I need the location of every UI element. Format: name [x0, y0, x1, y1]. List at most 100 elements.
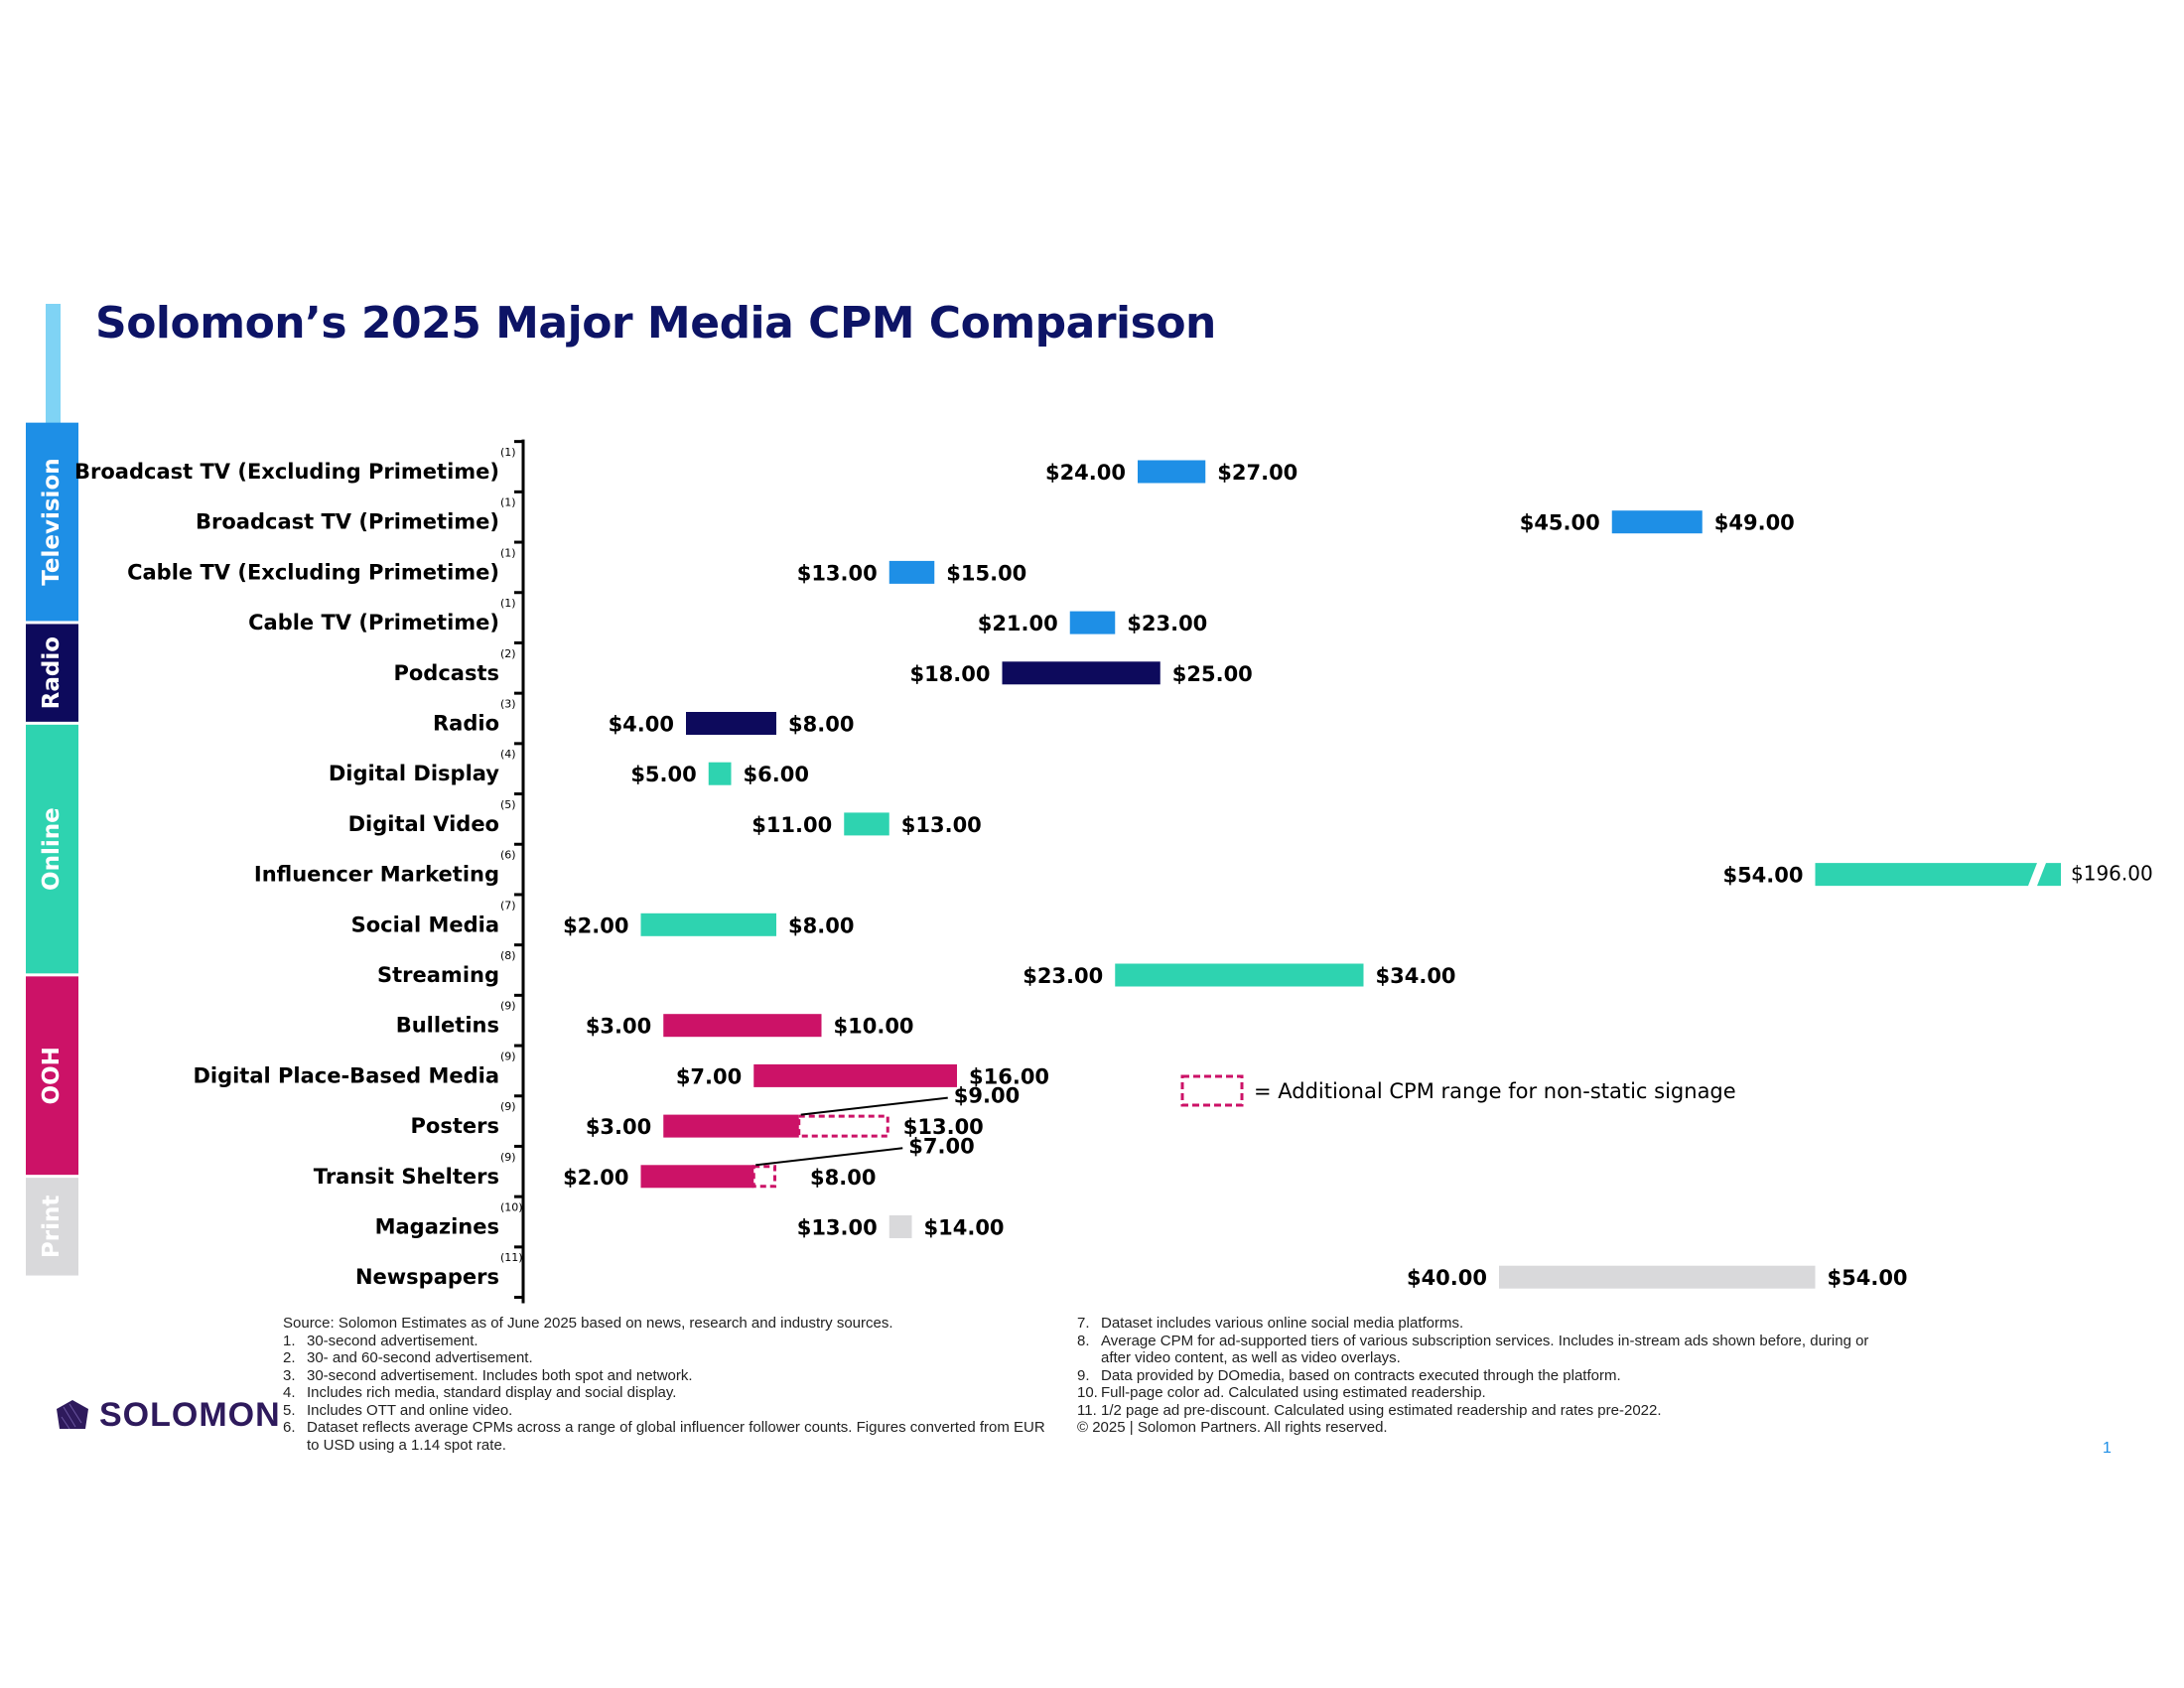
bar-low-label: $21.00 — [978, 612, 1058, 635]
bar — [888, 1215, 912, 1238]
row-footnote-ref: (9) — [500, 1100, 516, 1113]
footnote: 3. 30-second advertisement. Includes both… — [283, 1367, 1057, 1385]
group-band-television — [26, 422, 78, 622]
row-footnote-ref: (8) — [500, 949, 516, 962]
group-band-print — [26, 1178, 78, 1276]
bar — [663, 1014, 822, 1038]
static-high-label: $7.00 — [908, 1134, 974, 1158]
legend-text: = Additional CPM range for non-static si… — [1254, 1079, 1736, 1103]
footnote-text: Source: Solomon Estimates as of June 202… — [283, 1315, 893, 1332]
footnote-number: 7. — [1077, 1315, 1090, 1332]
bar — [1002, 661, 1160, 685]
row-footnote-ref: (7) — [500, 899, 516, 912]
static-high-label: $9.00 — [954, 1084, 1020, 1108]
bar — [640, 1165, 754, 1189]
bar — [686, 712, 776, 735]
row-footnote-ref: (1) — [500, 446, 516, 459]
row-footnote-ref: (9) — [500, 1050, 516, 1062]
page-number: 1 — [2103, 1440, 2112, 1457]
bar-low-label: $2.00 — [563, 1166, 628, 1190]
footnote-text: Average CPM for ad-supported tiers of va… — [1101, 1332, 1869, 1367]
bar-high-label: $14.00 — [924, 1216, 1005, 1240]
row-footnote-ref: (6) — [500, 849, 516, 862]
row-label: Posters — [411, 1114, 499, 1138]
bar-high-label: $49.00 — [1714, 511, 1795, 535]
bar-low-label: $18.00 — [909, 662, 990, 686]
bar — [1499, 1265, 1816, 1289]
row-footnote-ref: (9) — [500, 1151, 516, 1164]
row-footnote-ref: (10) — [500, 1201, 523, 1214]
row-label: Magazines — [375, 1215, 499, 1239]
footnote: 6. Dataset reflects average CPMs across a… — [283, 1419, 1057, 1454]
title-accent-bar — [46, 304, 61, 427]
bar — [753, 1063, 957, 1087]
footnote: Source: Solomon Estimates as of June 202… — [283, 1315, 1057, 1333]
footnote-text: 30-second advertisement. — [307, 1332, 478, 1349]
row-footnote-ref: (2) — [500, 647, 516, 660]
bar-extended-range — [797, 1114, 889, 1138]
footnote-text: 30- and 60-second advertisement. — [307, 1349, 533, 1366]
footnote-text: © 2025 | Solomon Partners. All rights re… — [1077, 1419, 1388, 1436]
bar-low-label: $23.00 — [1023, 964, 1103, 988]
bar-high-label: $8.00 — [810, 1166, 876, 1190]
bar — [1069, 611, 1116, 634]
row-label: Digital Video — [348, 812, 499, 836]
row-label: Bulletins — [396, 1014, 499, 1038]
footnote: 5. Includes OTT and online video. — [283, 1402, 1057, 1420]
group-label: Online — [39, 807, 65, 891]
footnotes-left: Source: Solomon Estimates as of June 202… — [283, 1315, 1057, 1454]
row-label: Cable TV (Excluding Primetime) — [127, 560, 499, 584]
row-footnote-ref: (5) — [500, 798, 516, 811]
row-footnote-ref: (1) — [500, 597, 516, 610]
group-band-ooh — [26, 976, 78, 1176]
row-label: Streaming — [377, 963, 499, 987]
bar-high-label: $10.00 — [834, 1015, 914, 1039]
bar — [640, 913, 776, 936]
row-label: Digital Place-Based Media — [193, 1063, 499, 1087]
footnote-number: 9. — [1077, 1366, 1090, 1384]
footnote-number: 5. — [283, 1401, 296, 1419]
bar-low-label: $4.00 — [609, 713, 674, 737]
logo-text: SOLOMON — [99, 1396, 281, 1434]
bar-high-label: $8.00 — [788, 713, 854, 737]
footnote: 1. 30-second advertisement. — [283, 1333, 1057, 1350]
row-label: Cable TV (Primetime) — [248, 611, 499, 634]
row-footnote-ref: (4) — [500, 748, 516, 761]
bar-high-label: $27.00 — [1217, 461, 1297, 485]
bar-low-label: $40.00 — [1407, 1266, 1487, 1290]
bar-high-label: $15.00 — [946, 561, 1026, 585]
bar — [708, 762, 732, 785]
footnote-number: 3. — [283, 1366, 296, 1384]
row-label: Transit Shelters — [314, 1165, 499, 1189]
bar-low-label: $7.00 — [676, 1064, 742, 1088]
group-label: OOH — [39, 1047, 65, 1104]
row-label: Influencer Marketing — [254, 863, 499, 887]
bar-low-label: $24.00 — [1045, 461, 1126, 485]
footnote-number: 8. — [1077, 1332, 1090, 1349]
row-label: Social Media — [351, 913, 499, 936]
group-label: Television — [39, 458, 65, 585]
row-label: Newspapers — [355, 1265, 499, 1289]
bar-extended-range — [751, 1165, 776, 1189]
bar — [1611, 510, 1703, 534]
group-label: Radio — [39, 636, 65, 709]
bar-low-label: $5.00 — [630, 763, 696, 786]
bar — [888, 560, 935, 584]
page-title: Solomon’s 2025 Major Media CPM Compariso… — [95, 298, 1216, 349]
row-footnote-ref: (3) — [500, 698, 516, 711]
bar-low-label: $54.00 — [1722, 864, 1803, 888]
bar-low-label: $3.00 — [586, 1115, 651, 1139]
bar-low-label: $13.00 — [797, 1216, 878, 1240]
footnote: 8. Average CPM for ad-supported tiers of … — [1077, 1333, 1871, 1367]
logo-mark-icon — [57, 1399, 88, 1429]
footnote: 11. 1/2 page ad pre-discount. Calculated … — [1077, 1402, 1871, 1420]
footnote-number: 10. — [1077, 1384, 1098, 1401]
footnote-number: 11. — [1077, 1401, 1097, 1419]
bar-broken-segment — [2037, 863, 2061, 887]
row-label: Broadcast TV (Primetime) — [196, 510, 499, 534]
bar — [844, 812, 889, 836]
row-footnote-ref: (1) — [500, 546, 516, 559]
row-label: Digital Display — [329, 762, 499, 785]
bar — [1138, 460, 1206, 484]
